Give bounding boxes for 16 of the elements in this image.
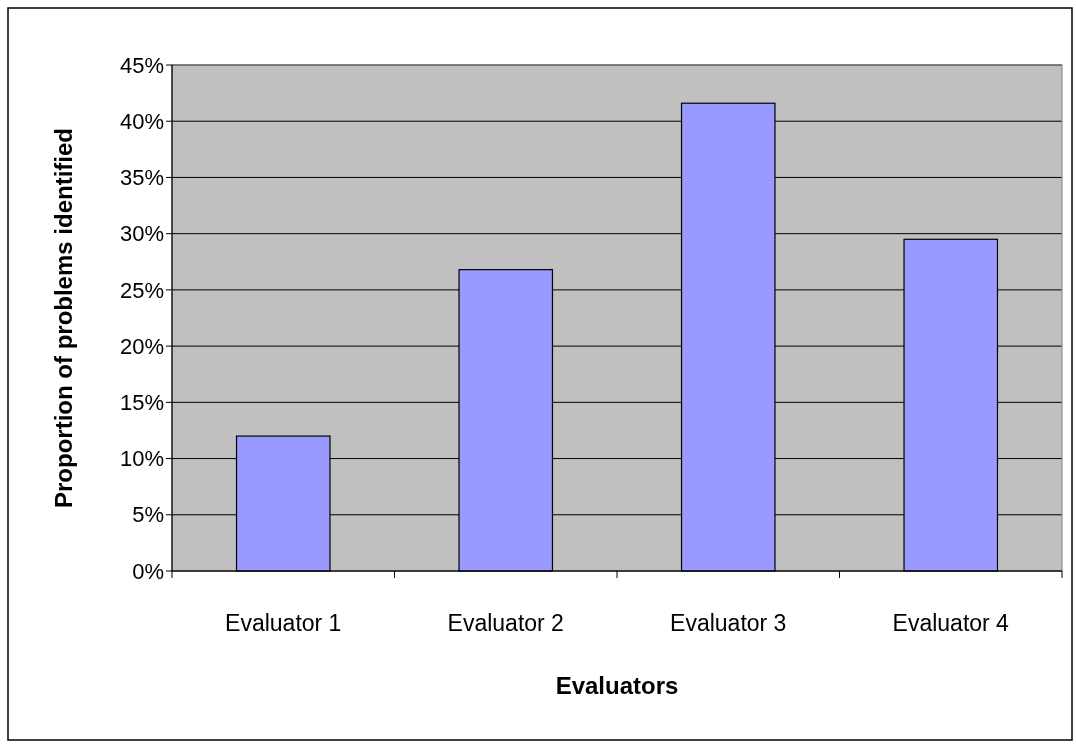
y-tick-label: 25% [119, 277, 164, 303]
y-tick-label: 0% [132, 558, 164, 584]
y-tick-label: 45% [119, 52, 164, 78]
y-axis-title: Proportion of problems identified [50, 128, 77, 508]
x-axis-title: Evaluators [555, 672, 679, 699]
x-tick-label: Evaluator 3 [670, 610, 787, 636]
y-tick-label: 5% [132, 502, 164, 528]
x-tick-label: Evaluator 1 [225, 610, 342, 636]
x-tick-label: Evaluator 2 [447, 610, 564, 636]
y-tick-label: 15% [119, 390, 164, 416]
x-tick-label: Evaluator 4 [892, 610, 1010, 636]
y-tick-label: 20% [119, 333, 164, 359]
y-tick-label: 40% [119, 108, 164, 134]
y-tick-label: 30% [119, 221, 164, 247]
y-tick-label: 35% [119, 165, 164, 191]
y-tick-label: 10% [119, 446, 164, 472]
